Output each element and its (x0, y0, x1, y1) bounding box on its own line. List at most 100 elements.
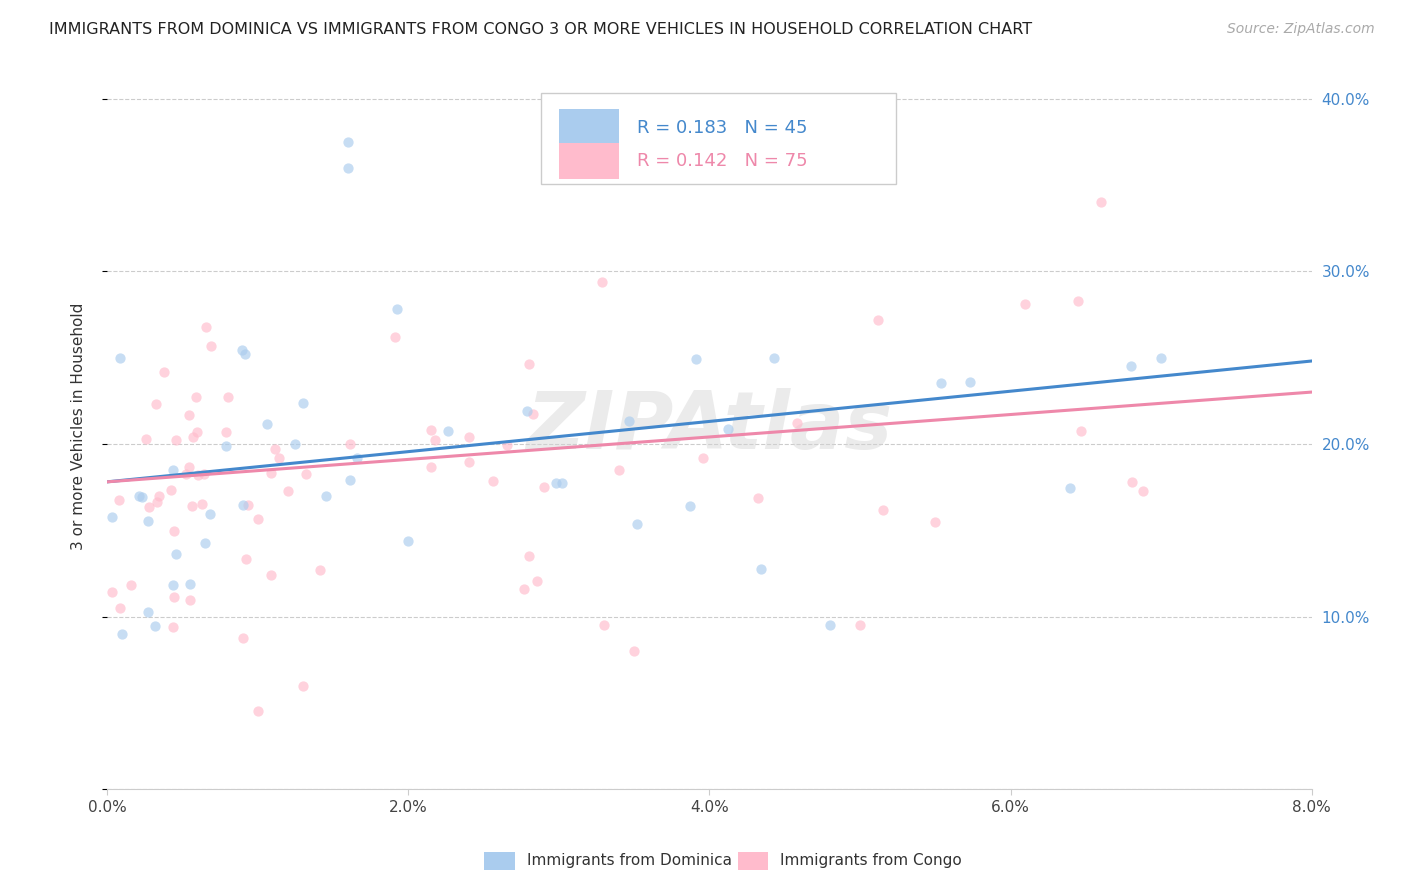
Point (135, 432, 157, 446)
Point (160, 483, 183, 497)
Point (200, 339, 222, 353)
Point (193, 467, 215, 482)
Point (180, 499, 202, 513)
Point (591, 275, 613, 289)
Point (396, 534, 419, 549)
Point (264, 442, 287, 457)
Point (108, 351, 131, 365)
Point (515, 403, 537, 417)
Point (959, 375, 981, 389)
Point (108, 492, 131, 507)
Point (685, 351, 707, 366)
Point (626, 516, 648, 531)
Point (716, 421, 738, 435)
Point (198, 507, 221, 521)
Point (184, 391, 207, 405)
Point (145, 397, 167, 411)
Point (236, 498, 259, 512)
Point (194, 535, 217, 549)
Point (120, 578, 142, 592)
Point (384, 330, 406, 344)
Point (232, 631, 254, 645)
Text: R = 0.142   N = 75: R = 0.142 N = 75 (637, 152, 807, 170)
Point (617, 414, 640, 428)
Point (136, 605, 159, 619)
Text: IMMIGRANTS FROM DOMINICA VS IMMIGRANTS FROM CONGO 3 OR MORE VEHICLES IN HOUSEHOL: IMMIGRANTS FROM DOMINICA VS IMMIGRANTS F… (49, 22, 1032, 37)
Point (1132, 484, 1154, 499)
Point (190, 497, 212, 511)
Point (868, 313, 890, 327)
Point (818, 618, 841, 632)
Point (235, 551, 257, 566)
Point (1090, 195, 1112, 210)
FancyBboxPatch shape (558, 110, 619, 145)
Point (339, 437, 361, 451)
Point (260, 466, 283, 480)
Point (1014, 297, 1036, 311)
Point (246, 705, 269, 719)
Point (679, 499, 702, 513)
Point (419, 423, 441, 437)
Point (177, 408, 200, 422)
Point (256, 417, 278, 431)
Point (215, 425, 238, 439)
Point (183, 429, 205, 443)
Point (162, 619, 184, 633)
Point (1121, 475, 1143, 489)
Point (100, 585, 122, 599)
Point (425, 433, 447, 447)
Point (187, 468, 209, 483)
Point (153, 365, 176, 379)
Text: Immigrants from Congo: Immigrants from Congo (780, 854, 962, 868)
Point (186, 425, 208, 439)
Point (217, 390, 239, 404)
Point (526, 574, 548, 588)
Point (872, 502, 894, 516)
Point (146, 495, 169, 509)
Point (179, 592, 201, 607)
FancyBboxPatch shape (541, 93, 896, 184)
Point (179, 577, 201, 591)
Point (385, 301, 408, 316)
Point (165, 547, 187, 561)
Point (232, 498, 254, 512)
Point (291, 679, 314, 693)
Point (496, 437, 519, 451)
Y-axis label: 3 or more Vehicles in Household: 3 or more Vehicles in Household (72, 303, 86, 550)
Point (277, 483, 299, 498)
Point (607, 463, 630, 477)
Point (517, 549, 540, 563)
Point (295, 467, 318, 482)
Point (174, 467, 197, 481)
Point (267, 450, 290, 465)
Point (138, 514, 160, 528)
Text: R = 0.183   N = 45: R = 0.183 N = 45 (637, 119, 807, 136)
Point (482, 474, 505, 488)
Point (284, 437, 307, 451)
Point (108, 601, 131, 615)
Point (420, 460, 443, 475)
Point (165, 433, 187, 447)
Point (533, 480, 555, 494)
Point (849, 618, 872, 632)
Point (692, 450, 714, 465)
Point (786, 416, 808, 430)
Point (148, 489, 170, 503)
Point (100, 510, 122, 524)
Point (762, 351, 785, 365)
Point (544, 476, 567, 491)
Point (337, 161, 360, 175)
Point (747, 491, 769, 505)
Point (1119, 359, 1142, 374)
Point (291, 395, 314, 409)
Point (308, 563, 330, 577)
FancyBboxPatch shape (558, 143, 619, 179)
Point (346, 450, 368, 465)
Point (623, 644, 645, 658)
Text: ZIPAtlas: ZIPAtlas (526, 388, 893, 466)
Point (163, 590, 186, 604)
Point (128, 489, 150, 503)
Point (457, 429, 479, 443)
Point (749, 561, 772, 575)
Point (513, 582, 536, 596)
